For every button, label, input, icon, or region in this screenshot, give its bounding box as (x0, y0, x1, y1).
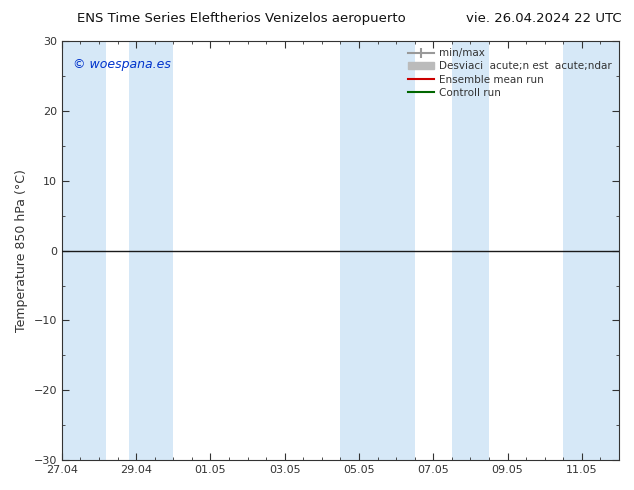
Bar (563, 41, 619, 460)
Bar (452, 41, 489, 460)
Text: ENS Time Series Eleftherios Venizelos aeropuerto: ENS Time Series Eleftherios Venizelos ae… (77, 12, 405, 25)
Y-axis label: Temperature 850 hPa (°C): Temperature 850 hPa (°C) (15, 169, 28, 332)
Legend: min/max, Desviaci  acute;n est  acute;ndar, Ensemble mean run, Controll run: min/max, Desviaci acute;n est acute;ndar… (404, 44, 616, 102)
Bar (129, 41, 173, 460)
Text: © woespana.es: © woespana.es (73, 58, 171, 71)
Text: vie. 26.04.2024 22 UTC: vie. 26.04.2024 22 UTC (466, 12, 621, 25)
Bar (62, 41, 107, 460)
Bar (340, 41, 415, 460)
